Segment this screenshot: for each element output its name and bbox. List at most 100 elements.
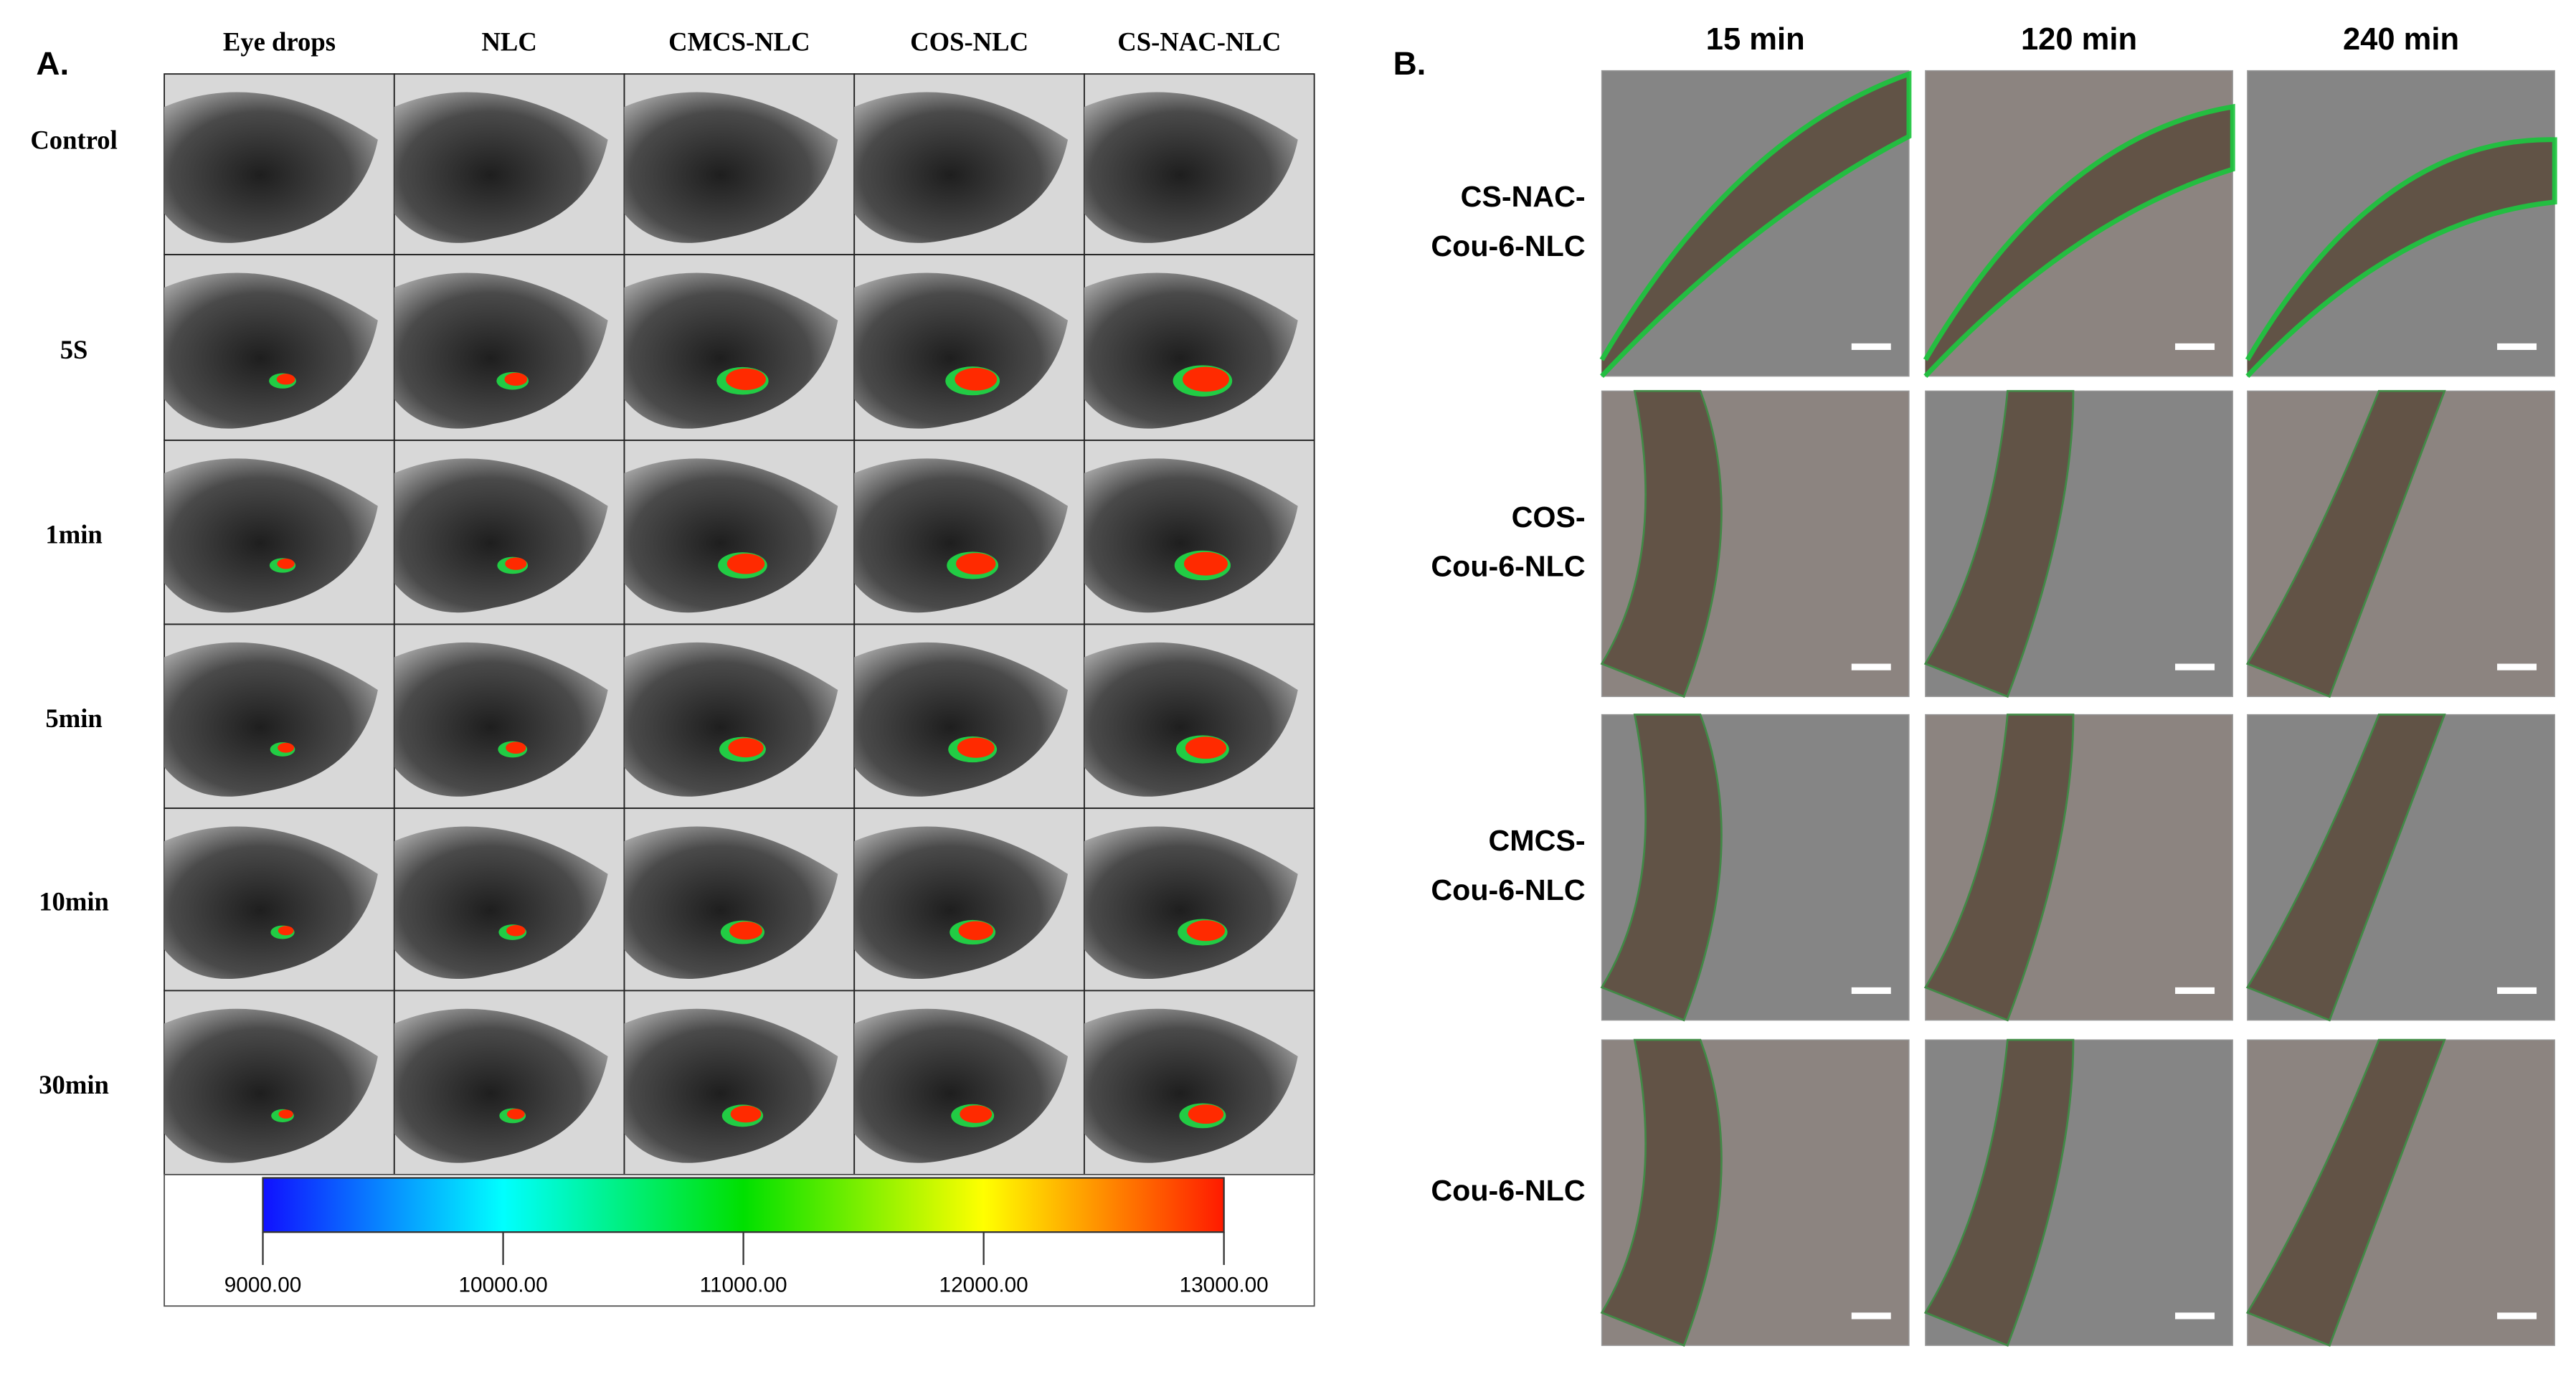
row-label: Cou-6-NLC: [1431, 873, 1585, 906]
tissue: [1923, 1038, 2075, 1347]
colorbar-tick-label: 13000.00: [1180, 1274, 1269, 1297]
mouse-silhouette: [854, 458, 1069, 613]
fluorescence-core: [278, 742, 295, 753]
fluorescence-core: [278, 1109, 293, 1119]
tissue: [1923, 714, 2075, 1022]
panel-a: Eye drops NLC CMCS-NLC COS-NLC CS-NAC-NLC Con…: [30, 27, 1315, 1307]
panel-label: B.: [1393, 45, 1426, 82]
row-label: 30min: [39, 1070, 109, 1099]
colorbar-tick-label: 12000.00: [939, 1274, 1028, 1297]
fluorescence-core: [276, 374, 295, 385]
colorbar-tick-label: 10000.00: [458, 1274, 547, 1297]
scale-bar: [2175, 343, 2215, 350]
scale-bar: [1851, 343, 1891, 350]
fluorescence-core: [728, 738, 764, 758]
mouse-silhouette: [624, 642, 838, 797]
row-label: Cou-6-NLC: [1431, 1174, 1585, 1207]
tissue: [2245, 137, 2557, 378]
mouse-silhouette: [624, 273, 838, 429]
panel-b: 15 min 120 min 240 min CS-NAC- Cou-6-NLC COS-…: [1431, 22, 2557, 1347]
tissue: [1600, 389, 1723, 698]
fluorescence-core: [729, 921, 763, 940]
mouse-silhouette: [164, 273, 378, 429]
mouse-silhouette: [1084, 458, 1298, 613]
tissue: [1600, 714, 1723, 1022]
fluorescence-core: [505, 557, 527, 570]
mouse-silhouette: [624, 826, 838, 980]
fluorescence-core: [1188, 1104, 1224, 1124]
scale-bar: [1851, 1312, 1891, 1319]
column-header: CS-NAC-NLC: [1117, 27, 1281, 56]
mouse-silhouette: [164, 1008, 378, 1163]
mouse-silhouette: [854, 1008, 1069, 1163]
column-header: 15 min: [1706, 22, 1805, 57]
row-label: 5min: [45, 703, 102, 733]
fluorescence-core: [277, 558, 295, 569]
mouse-silhouette: [624, 92, 838, 243]
mouse-silhouette: [1084, 273, 1298, 429]
row-label: 5S: [60, 335, 88, 364]
fluorescence-core: [955, 367, 998, 391]
mouse-silhouette: [394, 458, 608, 613]
fluorescence-core: [504, 372, 528, 386]
mouse-silhouette: [394, 273, 608, 429]
mouse-silhouette: [164, 458, 378, 613]
panel-label: A.: [36, 45, 69, 82]
mouse-silhouette: [394, 826, 608, 980]
fluorescence-core: [506, 1109, 525, 1119]
tissue: [1600, 1038, 1723, 1347]
mouse-silhouette: [164, 642, 378, 797]
mouse-silhouette: [854, 826, 1069, 980]
mouse-silhouette: [164, 826, 378, 980]
row-label: Cou-6-NLC: [1431, 229, 1585, 262]
colorbar-tick-label: 11000.00: [700, 1274, 787, 1297]
mouse-silhouette: [1084, 1008, 1298, 1163]
fluorescence-core: [1185, 736, 1227, 759]
scale-bar: [2497, 343, 2537, 350]
mouse-silhouette: [1084, 826, 1298, 980]
mouse-silhouette: [394, 92, 608, 243]
scale-bar: [1851, 987, 1891, 994]
tissue: [2245, 1038, 2446, 1347]
tissue: [1599, 70, 1912, 378]
mouse-silhouette: [854, 642, 1069, 797]
row-label: Cou-6-NLC: [1431, 550, 1585, 583]
tissue: [1923, 103, 2235, 378]
fluorescence-core: [1186, 920, 1226, 942]
scale-bar: [2497, 1312, 2537, 1319]
fluorescence-core: [506, 741, 526, 754]
row-label: Control: [30, 125, 117, 155]
mouse-silhouette: [1084, 92, 1298, 243]
scale-bar: [2497, 663, 2537, 670]
tissue: [1923, 389, 2075, 698]
row-label: CS-NAC-: [1461, 180, 1586, 213]
fluorescence-core: [278, 926, 294, 936]
mouse-silhouette: [854, 92, 1069, 243]
colorbar: [262, 1177, 1225, 1233]
fluorescence-core: [726, 553, 765, 574]
tissue: [2245, 389, 2446, 698]
column-header: Eye drops: [223, 27, 336, 56]
fluorescence-core: [506, 924, 526, 937]
column-header: COS-NLC: [910, 27, 1028, 56]
row-label: 1min: [45, 520, 102, 549]
column-header: 240 min: [2343, 22, 2459, 57]
mouse-silhouette: [394, 642, 608, 797]
fluorescence-core: [1183, 366, 1229, 392]
mouse-silhouette: [854, 273, 1069, 429]
scale-bar: [2175, 663, 2215, 670]
scale-bar: [2497, 987, 2537, 994]
row-label: 10min: [39, 887, 109, 916]
mouse-silhouette: [164, 92, 378, 243]
fluorescence-core: [958, 921, 993, 941]
tissue: [2245, 714, 2446, 1022]
row-label: COS-: [1512, 501, 1586, 534]
fluorescence-core: [1183, 551, 1228, 576]
colorbar-tick-label: 9000.00: [224, 1274, 302, 1297]
row-label: CMCS-: [1489, 824, 1586, 857]
column-header: NLC: [481, 27, 536, 56]
fluorescence-core: [956, 553, 996, 575]
mouse-silhouette: [394, 1008, 608, 1163]
fluorescence-core: [726, 368, 766, 390]
